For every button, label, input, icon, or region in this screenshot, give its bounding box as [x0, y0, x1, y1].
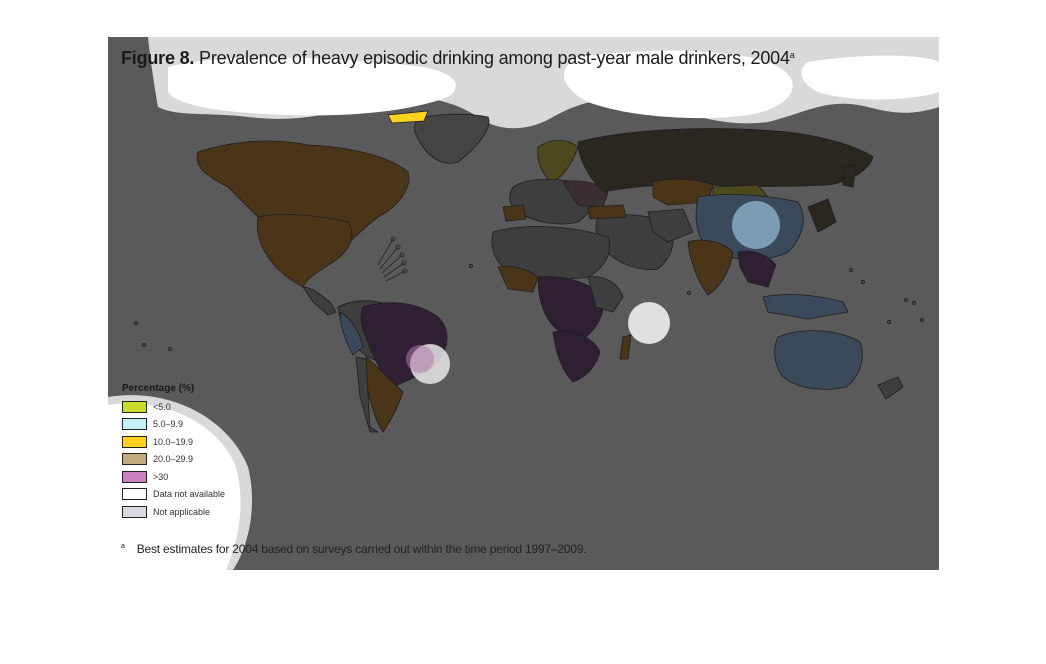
iran — [647, 208, 694, 243]
footnote-text: Best estimates for 2004 based on surveys… — [136, 542, 587, 556]
legend-item: 5.0–9.9 — [122, 416, 272, 434]
legend-item: >30 — [122, 468, 272, 486]
island-markers — [134, 264, 924, 351]
new-zealand — [877, 376, 904, 400]
legend-swatch — [122, 453, 147, 466]
caribbean-callouts — [377, 236, 408, 282]
overlay-circle-indian-ocean — [628, 302, 670, 344]
legend-swatch — [122, 400, 147, 413]
legend-label: 10.0–19.9 — [153, 436, 194, 447]
legend-label: >30 — [153, 471, 169, 482]
legend-label: Data not available — [153, 489, 226, 500]
legend: Percentage (%) <5.0 5.0–9.9 10.0–19.9 20.0–… — [122, 383, 272, 521]
overlay-circle-east-asia — [732, 201, 780, 249]
korea-japan — [807, 198, 837, 233]
figure-label: Figure 8. — [121, 48, 195, 68]
legend-swatch — [122, 418, 147, 431]
legend-item: 20.0–29.9 — [122, 451, 272, 469]
footnote-marker: a — [121, 543, 125, 550]
legend-swatch — [122, 435, 147, 448]
turkey — [587, 204, 627, 220]
southeast-asia — [737, 250, 777, 288]
legend-label: 20.0–29.9 — [153, 454, 194, 465]
figure-title-text: Prevalence of heavy episodic drinking am… — [199, 48, 790, 68]
scandinavia — [537, 139, 579, 183]
legend-swatch — [122, 470, 147, 483]
footnote: a Best estimates for 2004 based on survey… — [121, 542, 587, 556]
overlay-top-inner-2 — [564, 50, 793, 119]
east-africa — [587, 276, 624, 313]
overlay-circle-brazil-accent — [406, 345, 434, 373]
legend-swatch — [122, 505, 147, 518]
legend-label: 5.0–9.9 — [153, 419, 184, 430]
legend-label: <5.0 — [153, 401, 171, 412]
legend-item: 10.0–19.9 — [122, 433, 272, 451]
iberia — [502, 204, 527, 222]
indonesia — [762, 294, 849, 320]
figure-title: Figure 8. Prevalence of heavy episodic d… — [121, 48, 921, 69]
southern-africa — [552, 330, 601, 383]
svalbard — [387, 110, 429, 124]
greenland — [414, 113, 490, 164]
legend-item: <5.0 — [122, 398, 272, 416]
figure-panel: Figure 8. Prevalence of heavy episodic d… — [108, 37, 939, 570]
central-america — [302, 286, 337, 316]
overlay-top-inner — [168, 57, 456, 116]
legend-item: Data not available — [122, 486, 272, 504]
kamchatka — [842, 164, 857, 188]
madagascar — [619, 334, 632, 360]
russia — [577, 128, 874, 193]
chile — [355, 356, 380, 433]
legend-item: Not applicable — [122, 503, 272, 521]
west-africa — [497, 266, 539, 293]
figure-title-marker: a — [789, 50, 795, 60]
peru — [339, 311, 364, 356]
world-map — [108, 37, 939, 570]
legend-swatch — [122, 488, 147, 501]
india — [687, 239, 734, 296]
usa-mexico — [256, 214, 353, 288]
australia — [774, 330, 863, 390]
southern-cone — [365, 356, 404, 433]
legend-title: Percentage (%) — [122, 383, 195, 394]
central-africa — [537, 276, 605, 338]
legend-label: Not applicable — [153, 506, 211, 517]
overlay-top-inner-3 — [801, 55, 939, 100]
